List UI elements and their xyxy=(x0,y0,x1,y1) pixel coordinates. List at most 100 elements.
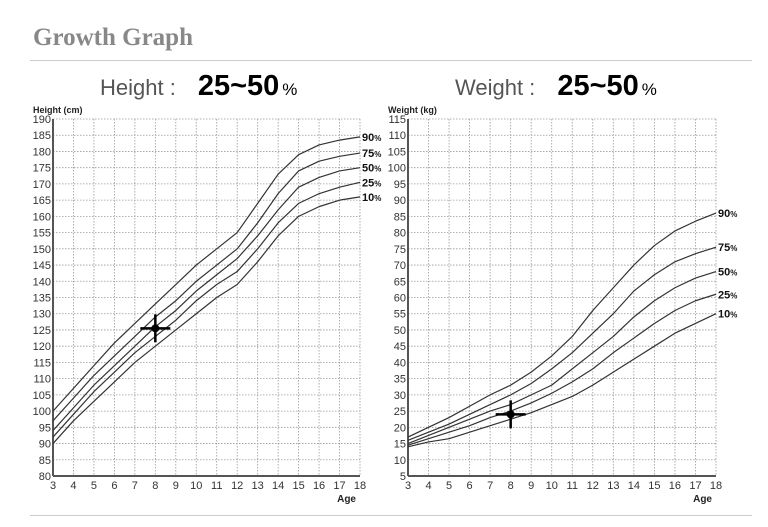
y-tick-label: 135 xyxy=(33,293,51,305)
y-tick-label: 85 xyxy=(39,455,51,467)
x-tick-label: 16 xyxy=(313,480,325,492)
page-title: Growth Graph xyxy=(33,24,193,51)
y-tick-label: 120 xyxy=(33,341,51,353)
series-label: 10% xyxy=(718,309,737,321)
x-tick-label: 16 xyxy=(669,480,681,492)
y-tick-label: 35 xyxy=(394,374,406,386)
x-tick-label: 9 xyxy=(528,480,534,492)
y-tick-label: 5 xyxy=(400,471,406,483)
y-tick-label: 185 xyxy=(33,130,51,142)
measurement-marker xyxy=(495,400,526,429)
height-label: Height : xyxy=(100,75,176,100)
y-tick-label: 40 xyxy=(394,357,406,369)
x-tick-label: 7 xyxy=(487,480,493,492)
x-axis-label: Age xyxy=(693,494,712,505)
y-tick-label: 125 xyxy=(33,325,51,337)
y-tick-label: 130 xyxy=(33,309,51,321)
y-tick-label: 190 xyxy=(33,114,51,126)
y-tick-label: 105 xyxy=(33,390,51,402)
y-tick-label: 110 xyxy=(33,374,51,386)
series-label: 10% xyxy=(362,192,381,204)
y-tick-label: 85 xyxy=(394,211,406,223)
y-axis-label: Weight (kg) xyxy=(388,105,437,115)
y-tick-label: 145 xyxy=(33,260,51,272)
x-tick-label: 15 xyxy=(292,480,304,492)
x-tick-label: 15 xyxy=(648,480,660,492)
y-tick-label: 50 xyxy=(394,325,406,337)
percentile-line-75 xyxy=(407,246,717,441)
height-percent-unit: % xyxy=(282,80,298,99)
series-label: 25% xyxy=(718,289,737,301)
y-tick-label: 75 xyxy=(394,244,406,256)
x-tick-label: 9 xyxy=(173,480,179,492)
x-tick-label: 18 xyxy=(710,480,722,492)
top-divider xyxy=(30,60,752,61)
series-label: 50% xyxy=(718,267,737,279)
percentile-line-50 xyxy=(52,167,361,431)
y-tick-label: 80 xyxy=(394,228,406,240)
percentile-line-90 xyxy=(52,136,361,412)
percentile-line-10 xyxy=(407,313,717,448)
x-tick-label: 5 xyxy=(91,480,97,492)
y-tick-label: 110 xyxy=(388,130,406,142)
y-tick-label: 115 xyxy=(388,114,406,126)
percentile-line-50 xyxy=(407,270,717,445)
x-tick-label: 8 xyxy=(152,480,158,492)
series-label: 75% xyxy=(718,242,737,254)
series-label: 50% xyxy=(362,163,381,175)
series-label: 90% xyxy=(362,132,381,144)
y-tick-label: 80 xyxy=(39,471,51,483)
y-tick-label: 170 xyxy=(33,179,51,191)
y-tick-label: 115 xyxy=(33,357,51,369)
y-tick-label: 55 xyxy=(394,309,406,321)
x-tick-label: 6 xyxy=(467,480,473,492)
x-tick-label: 17 xyxy=(689,480,701,492)
y-tick-label: 140 xyxy=(33,276,51,288)
y-tick-label: 15 xyxy=(394,439,406,451)
weight-percent-unit: % xyxy=(641,80,657,99)
x-tick-label: 11 xyxy=(567,480,578,492)
x-tick-label: 7 xyxy=(132,480,138,492)
x-tick-label: 4 xyxy=(70,480,76,492)
x-tick-label: 6 xyxy=(111,480,117,492)
x-tick-label: 12 xyxy=(231,480,243,492)
y-tick-label: 25 xyxy=(394,406,406,418)
x-tick-label: 5 xyxy=(446,480,452,492)
x-tick-label: 4 xyxy=(425,480,431,492)
chart-1: 3 4 5 6 7 8 9 10 11 12 13 14 15 16 17 18510152025303540… xyxy=(388,105,738,505)
bottom-divider xyxy=(30,515,752,516)
x-axis-label: Age xyxy=(337,494,356,505)
percentile-line-75 xyxy=(52,152,361,422)
y-tick-label: 160 xyxy=(33,211,51,223)
x-tick-label: 3 xyxy=(405,480,411,492)
y-tick-label: 20 xyxy=(394,422,406,434)
y-tick-label: 10 xyxy=(394,455,406,467)
y-tick-label: 155 xyxy=(33,228,51,240)
x-tick-label: 13 xyxy=(607,480,619,492)
x-tick-label: 17 xyxy=(333,480,345,492)
x-tick-label: 8 xyxy=(508,480,514,492)
height-result: 25~50 xyxy=(197,70,280,102)
x-tick-label: 14 xyxy=(628,480,640,492)
y-tick-label: 100 xyxy=(388,163,406,175)
series-label: 75% xyxy=(362,148,381,160)
series-label: 25% xyxy=(362,177,381,189)
y-axis-label: Height (cm) xyxy=(33,105,83,115)
y-tick-label: 90 xyxy=(394,195,406,207)
y-tick-label: 30 xyxy=(394,390,406,402)
y-tick-label: 150 xyxy=(33,244,51,256)
y-tick-label: 90 xyxy=(39,439,51,451)
percentile-line-90 xyxy=(407,212,717,438)
weight-label: Weight : xyxy=(455,75,536,100)
height-result-title: Height : 25~50% xyxy=(100,70,297,103)
x-tick-label: 14 xyxy=(272,480,284,492)
y-tick-label: 100 xyxy=(33,406,51,418)
y-tick-label: 95 xyxy=(39,422,51,434)
x-tick-label: 12 xyxy=(587,480,599,492)
measurement-marker xyxy=(140,314,171,343)
weight-result: 25~50 xyxy=(557,70,639,102)
x-tick-label: 18 xyxy=(354,480,366,492)
chart-0: 3 4 5 6 7 8 9 10 11 12 13 14 15 16 17 18 80 85 90 95 100 105 1… xyxy=(33,105,382,505)
y-tick-label: 65 xyxy=(394,276,406,288)
